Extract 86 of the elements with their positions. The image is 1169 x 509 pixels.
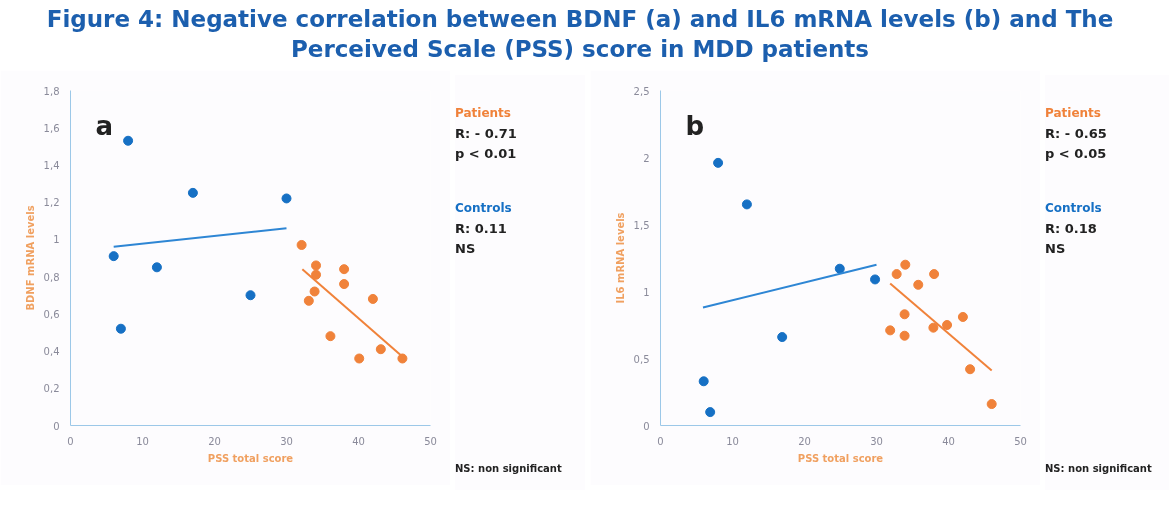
point bbox=[311, 269, 322, 280]
x-tick-label: 0 bbox=[657, 435, 664, 447]
text: R: - 0.65 bbox=[1045, 124, 1107, 143]
point bbox=[296, 239, 307, 250]
text: NS: non significant bbox=[1045, 461, 1152, 476]
point bbox=[354, 353, 365, 364]
x-tick-label: 50 bbox=[424, 435, 437, 447]
text: Controls bbox=[455, 199, 512, 217]
x-tick-label: 20 bbox=[208, 435, 221, 447]
y-tick-label: 2,5 bbox=[633, 85, 650, 97]
point bbox=[834, 263, 845, 274]
point bbox=[339, 263, 350, 274]
point bbox=[281, 193, 292, 204]
point bbox=[151, 262, 162, 273]
point bbox=[705, 406, 716, 417]
point bbox=[303, 295, 314, 306]
y-tick-label: 0,4 bbox=[43, 345, 60, 357]
x-tick-label: 40 bbox=[942, 435, 955, 447]
point bbox=[325, 330, 336, 341]
x-tick-label: 10 bbox=[136, 435, 149, 447]
y-tick-label: 0,5 bbox=[633, 353, 650, 365]
point bbox=[900, 259, 911, 270]
text: Controls bbox=[1045, 199, 1102, 217]
point bbox=[957, 311, 968, 322]
y-tick-label: 1 bbox=[53, 234, 60, 246]
point bbox=[942, 319, 953, 330]
point bbox=[713, 157, 724, 168]
point bbox=[123, 135, 134, 146]
y-tick-label: 2 bbox=[643, 152, 650, 164]
point bbox=[311, 260, 322, 271]
text: p < 0.01 bbox=[455, 144, 517, 163]
x-tick-label: 50 bbox=[1014, 435, 1027, 447]
point bbox=[339, 278, 350, 289]
x-tick-label: 40 bbox=[352, 435, 365, 447]
y-tick-label: 1,6 bbox=[43, 122, 60, 134]
text: Patients bbox=[1045, 104, 1101, 122]
text: R: - 0.71 bbox=[455, 124, 517, 143]
point bbox=[929, 268, 940, 279]
point bbox=[965, 364, 976, 374]
annotation: b bbox=[685, 110, 705, 141]
text: NS bbox=[1045, 239, 1066, 258]
point bbox=[367, 293, 378, 304]
point bbox=[777, 331, 788, 342]
point bbox=[309, 286, 320, 297]
text: NS: non significant bbox=[455, 461, 562, 476]
y-tick-label: 1 bbox=[643, 286, 650, 298]
text: NS bbox=[455, 239, 476, 258]
y-tick-label: 0 bbox=[643, 420, 650, 432]
y-tick-label: 1,2 bbox=[43, 196, 60, 208]
point bbox=[115, 323, 126, 334]
y-tick-label: 0,6 bbox=[43, 308, 60, 320]
y-tick-label: 1,4 bbox=[43, 159, 60, 171]
point bbox=[885, 325, 896, 336]
y-axis-title: BDNF mRNA levels bbox=[24, 205, 36, 311]
text: p < 0.05 bbox=[1045, 144, 1107, 163]
point bbox=[108, 250, 119, 261]
x-tick-label: 20 bbox=[798, 435, 811, 447]
text: R: 0.18 bbox=[1045, 219, 1097, 238]
x-tick-label: 30 bbox=[280, 435, 293, 447]
point bbox=[375, 343, 386, 354]
point bbox=[245, 290, 256, 300]
x-tick-label: 10 bbox=[726, 435, 739, 447]
y-axis-title: IL6 mRNA levels bbox=[614, 212, 626, 304]
point bbox=[986, 398, 997, 409]
y-tick-label: 0 bbox=[53, 420, 60, 432]
point bbox=[913, 279, 924, 290]
x-tick-label: 30 bbox=[870, 435, 883, 447]
point bbox=[928, 322, 939, 333]
y-tick-label: 0,2 bbox=[43, 383, 60, 395]
x-axis-title: PSS total score bbox=[797, 452, 884, 464]
text: Figure 4: Negative correlation between BDNF (a) and IL6 mRNA levels (b) and The Perceived Scale (PSS) score in MDD patients bbox=[45, 5, 1115, 64]
y-tick-label: 1,5 bbox=[633, 219, 650, 231]
point bbox=[741, 199, 752, 210]
annotation: a bbox=[95, 110, 114, 141]
point bbox=[698, 376, 709, 387]
x-axis-title: PSS total score bbox=[207, 452, 294, 464]
point bbox=[870, 274, 881, 285]
y-tick-label: 0,8 bbox=[43, 271, 60, 283]
point bbox=[899, 330, 910, 341]
point bbox=[891, 268, 902, 279]
point bbox=[899, 309, 910, 320]
text: R: 0.11 bbox=[455, 219, 507, 238]
y-tick-label: 1,8 bbox=[43, 85, 60, 97]
x-tick-label: 0 bbox=[67, 435, 74, 447]
point bbox=[187, 187, 198, 198]
text: Patients bbox=[455, 104, 511, 122]
